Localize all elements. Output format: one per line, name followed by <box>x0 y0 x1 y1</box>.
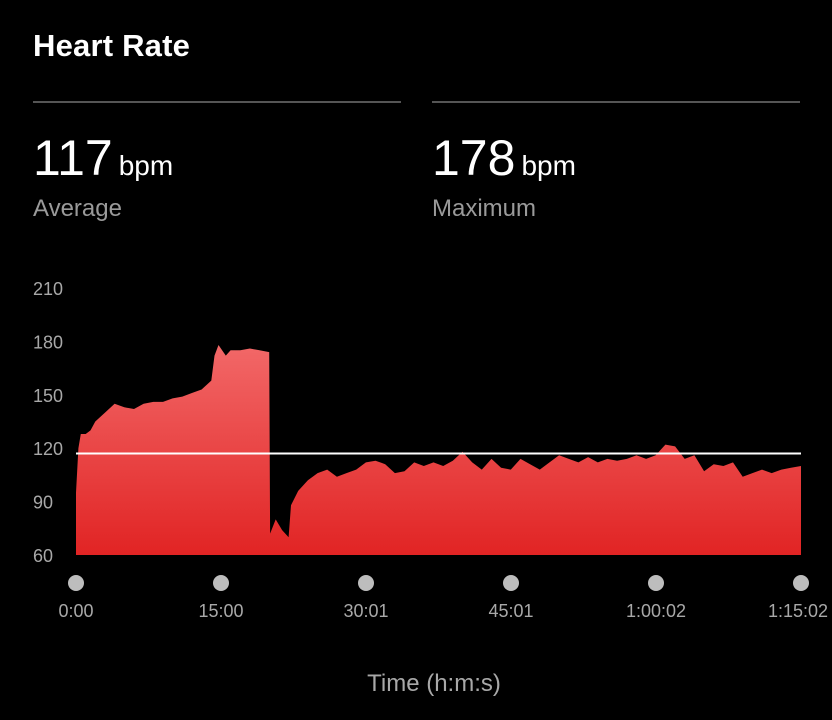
x-tick-dot <box>213 575 229 591</box>
average-stat: 117 bpm <box>33 130 173 194</box>
x-tick-label: 0:00 <box>58 601 93 621</box>
y-tick-label: 150 <box>33 386 63 406</box>
x-tick-label: 1:00:02 <box>626 601 686 621</box>
y-tick-label: 120 <box>33 439 63 459</box>
y-tick-label: 60 <box>33 546 53 566</box>
x-tick-dot <box>68 575 84 591</box>
y-tick-label: 180 <box>33 332 63 352</box>
maximum-stat: 178 bpm <box>432 130 576 194</box>
average-value: 117 <box>33 130 113 186</box>
x-tick-dot <box>793 575 809 591</box>
average-unit: bpm <box>118 150 174 181</box>
x-tick-label: 30:01 <box>343 601 388 621</box>
y-tick-label: 210 <box>33 279 63 299</box>
divider-left <box>33 101 401 103</box>
maximum-value: 178 <box>432 130 516 186</box>
maximum-unit: bpm <box>521 150 576 181</box>
x-tick-label: 45:01 <box>488 601 533 621</box>
page-title: Heart Rate <box>33 28 191 63</box>
average-label: Average <box>33 195 122 222</box>
divider-right <box>432 101 800 103</box>
x-tick-label: 15:00 <box>198 601 243 621</box>
x-axis-title: Time (h:m:s) <box>367 670 501 697</box>
x-tick-label: 1:15:02 <box>768 601 828 621</box>
x-tick-dot <box>648 575 664 591</box>
x-tick-dot <box>503 575 519 591</box>
x-tick-dot <box>358 575 374 591</box>
y-tick-label: 90 <box>33 493 53 513</box>
maximum-label: Maximum <box>432 195 537 222</box>
heart-rate-area <box>76 345 801 555</box>
